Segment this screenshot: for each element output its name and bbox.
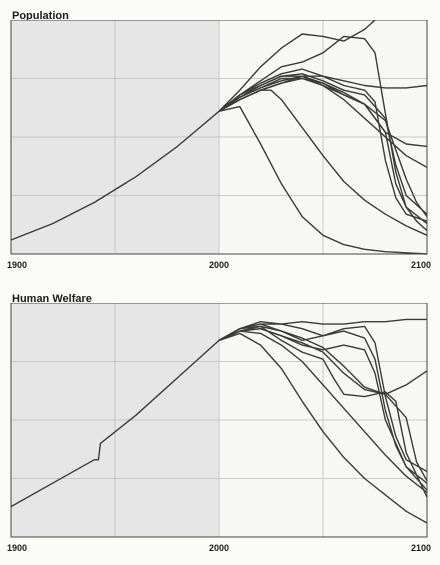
series-line-4 xyxy=(218,68,428,222)
population-chart-title: Population xyxy=(12,10,69,22)
x-tick-label-2100: 2100 xyxy=(411,260,431,270)
series-line-9 xyxy=(218,330,428,494)
x-tick-label-1900: 1900 xyxy=(7,543,27,553)
x-tick-label-1900: 1900 xyxy=(7,260,27,270)
plot-frame xyxy=(10,20,428,255)
series-line-7 xyxy=(218,328,428,482)
series-line-8 xyxy=(218,325,428,395)
series-line-3 xyxy=(218,35,428,232)
series-line-4 xyxy=(218,323,428,484)
series-line-10 xyxy=(218,75,428,169)
x-tick-label-2100: 2100 xyxy=(411,543,431,553)
series-line-1 xyxy=(10,339,220,508)
x-tick-label-2000: 2000 xyxy=(209,260,229,270)
series-line-11 xyxy=(218,89,428,236)
human-welfare-chart-title: Human Welfare xyxy=(12,293,92,305)
x-tick-label-2000: 2000 xyxy=(209,543,229,553)
series-line-1 xyxy=(10,110,220,241)
series-line-2 xyxy=(218,20,376,112)
human-welfare-chart: 1900 2000 2100 xyxy=(7,303,431,553)
population-chart: 1900 2000 2100 xyxy=(7,20,431,270)
series-line-3 xyxy=(218,321,428,473)
series-line-12 xyxy=(218,105,428,255)
series-line-10 xyxy=(218,332,428,524)
series-line-7 xyxy=(218,77,428,218)
plot-frame xyxy=(10,303,428,538)
